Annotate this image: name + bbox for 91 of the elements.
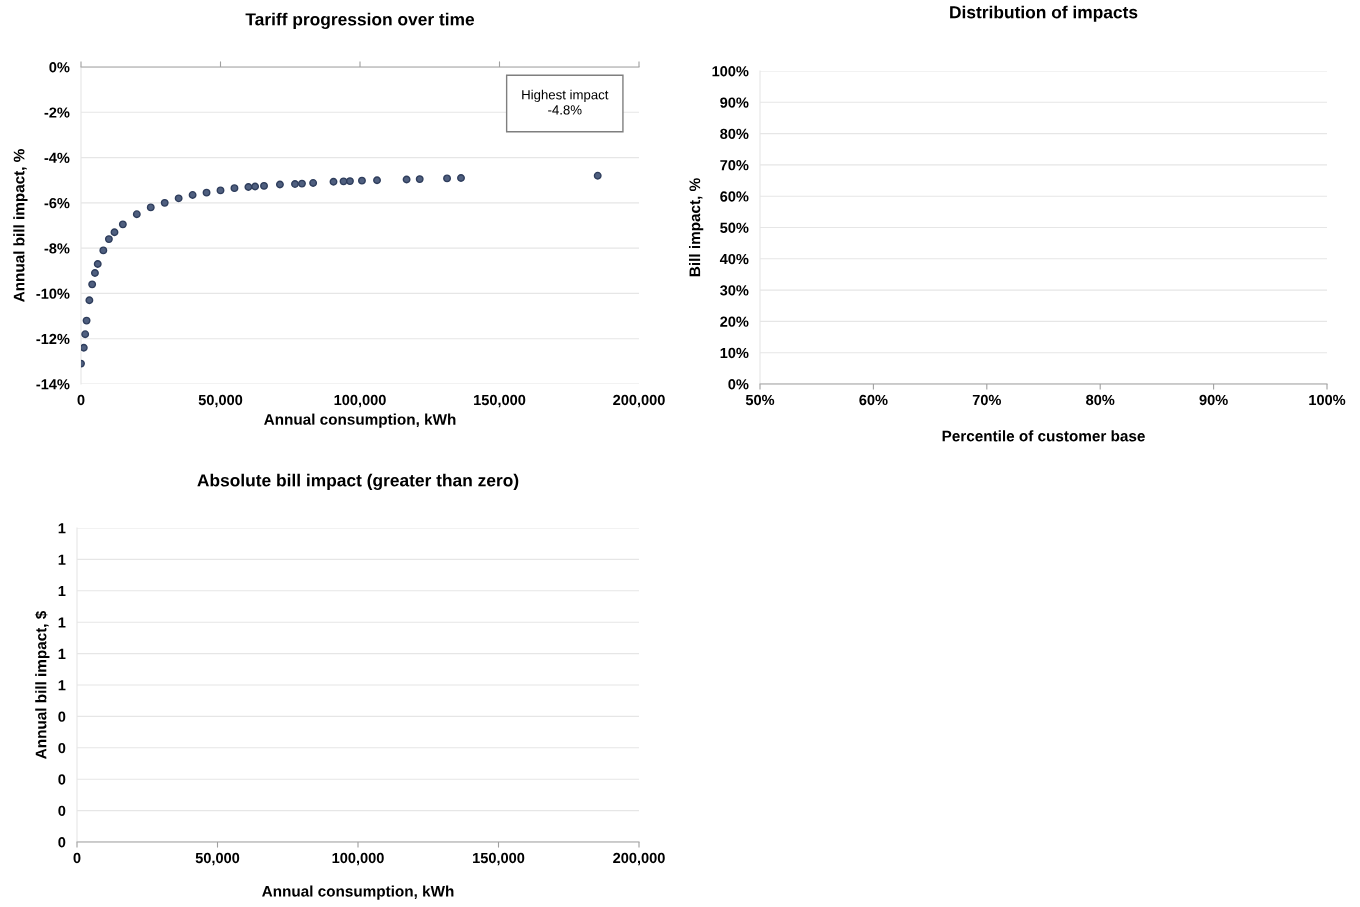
point [346, 177, 354, 186]
x-tick-label: 100,000 [334, 394, 386, 408]
point [298, 179, 306, 188]
x-tick-label: 0 [77, 394, 85, 406]
point [329, 177, 338, 186]
x-axis-title: Annual consumption, kWh [264, 413, 456, 428]
x-tick-label: 80% [1086, 394, 1115, 406]
point [275, 180, 284, 189]
point [373, 176, 381, 185]
point [93, 260, 102, 268]
point [202, 188, 211, 197]
y-tick-label: 0 [58, 805, 66, 817]
y-tick-label: -14% [36, 379, 70, 390]
y-tick-label: 30% [720, 285, 749, 296]
y-tick-label: 90% [720, 97, 749, 108]
y-tick-label: -2% [44, 107, 70, 118]
y-tick-label: 0% [49, 62, 70, 73]
y-tick-label: 0 [58, 742, 66, 754]
point [309, 178, 318, 187]
point [251, 182, 260, 191]
point [160, 198, 169, 207]
point [88, 280, 97, 289]
x-axis-title: Annual consumption, kWh [262, 885, 454, 900]
y-tick-label: 0 [58, 711, 66, 722]
point [146, 203, 155, 212]
x-tick-label: 200,000 [613, 394, 665, 408]
point [90, 269, 99, 278]
x-tick-label: 0 [73, 852, 81, 864]
y-tick-label: 1 [58, 523, 66, 534]
y-tick-label: 1 [58, 680, 66, 691]
y-tick-label: 0 [58, 837, 66, 848]
point [85, 296, 94, 305]
point [118, 220, 127, 229]
x-tick-label: 90% [1199, 394, 1228, 406]
annotation: Highest impact -4.8% [522, 89, 609, 115]
x-tick-label: 50,000 [195, 852, 240, 866]
point [81, 330, 90, 339]
point [110, 228, 119, 237]
point [402, 175, 411, 184]
point [82, 316, 91, 325]
y-tick-label: 60% [720, 191, 749, 202]
y-tick-label: -10% [36, 288, 70, 299]
point [593, 171, 602, 180]
chart-title: Tariff progression over time [245, 12, 475, 30]
y-axis-title: Annual bill impact, % [13, 149, 28, 302]
x-tick-label: 150,000 [474, 394, 526, 408]
point [132, 210, 141, 219]
chart-title: Absolute bill impact (greater than zero) [197, 473, 519, 491]
x-tick-label: 60% [859, 394, 888, 406]
x-tick-label: 100% [1309, 394, 1346, 406]
y-tick-label: 1 [58, 554, 66, 565]
x-axis-title: Percentile of customer base [942, 430, 1145, 442]
y-axis-title: Annual bill impact, $ [34, 610, 50, 759]
x-tick-label: 50% [745, 394, 775, 406]
y-tick-label: 20% [720, 316, 749, 327]
point [230, 184, 239, 193]
y-tick-label: -8% [44, 243, 70, 254]
point [291, 180, 299, 189]
point [260, 181, 268, 190]
y-tick-label: 1 [58, 586, 66, 597]
point [216, 186, 225, 195]
y-axis-title: Bill impact, % [689, 178, 704, 277]
x-tick-label: 50,000 [198, 394, 243, 408]
chart-title: Distribution of impacts [950, 5, 1138, 22]
y-tick-label: 0 [58, 774, 66, 785]
y-tick-label: 1 [58, 648, 66, 659]
y-tick-label: 70% [720, 160, 749, 171]
y-tick-label: 1 [58, 617, 66, 628]
point [188, 190, 197, 199]
point [443, 174, 452, 183]
x-tick-label: 100,000 [332, 852, 384, 866]
point [99, 246, 108, 255]
y-tick-label: 100% [712, 66, 749, 77]
y-tick-label: 50% [720, 222, 749, 233]
x-tick-label: 150,000 [473, 852, 525, 866]
point [81, 343, 88, 352]
x-tick-label: 200,000 [613, 852, 665, 866]
point [244, 183, 253, 191]
point [457, 173, 465, 182]
x-tick-label: 70% [972, 394, 1002, 406]
y-tick-label: 40% [719, 253, 749, 265]
point [174, 194, 183, 203]
point [358, 176, 366, 185]
y-tick-label: 80% [720, 128, 749, 140]
y-tick-label: -12% [36, 333, 70, 345]
y-tick-label: -4% [44, 152, 70, 163]
y-tick-label: 10% [720, 347, 749, 359]
y-tick-label: -6% [44, 197, 70, 209]
point [415, 175, 424, 184]
y-tick-label: 0% [728, 379, 749, 390]
point [104, 235, 113, 244]
